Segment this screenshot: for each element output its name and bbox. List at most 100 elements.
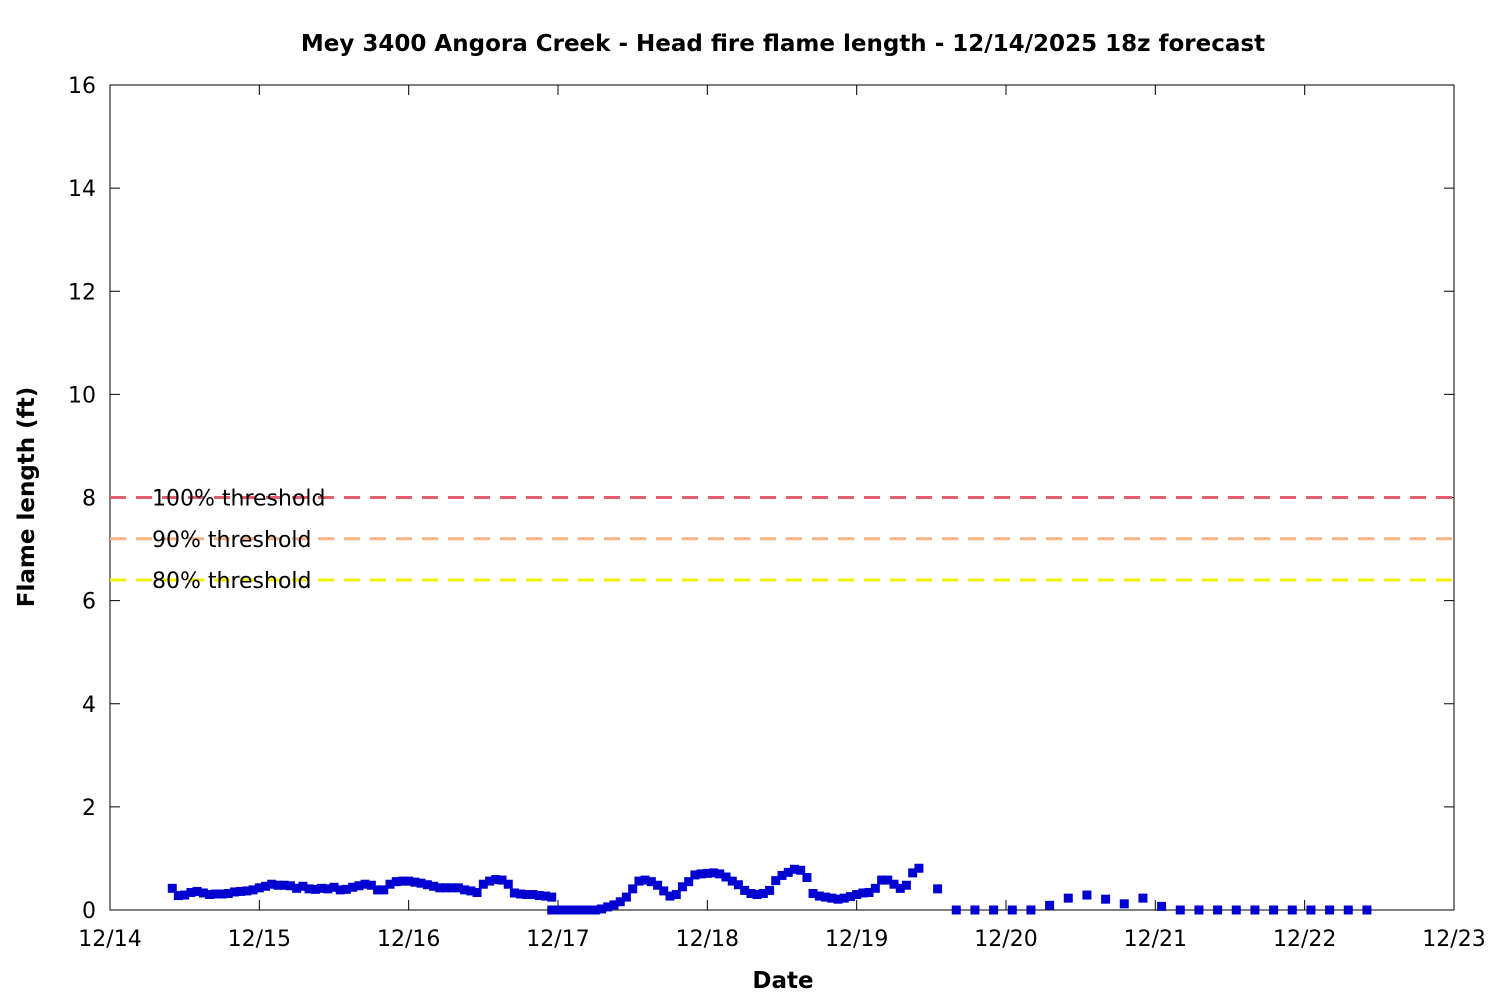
data-point — [702, 868, 712, 878]
data-point — [615, 897, 625, 907]
data-point — [572, 905, 582, 915]
data-point — [808, 889, 818, 898]
data-point — [709, 868, 719, 878]
data-point — [1138, 893, 1148, 903]
data-point — [677, 882, 687, 892]
data-point — [659, 886, 669, 896]
data-point — [1063, 893, 1073, 903]
data-point — [852, 890, 862, 900]
data-point — [329, 882, 339, 892]
data-point — [1343, 905, 1353, 915]
data-point — [802, 873, 812, 883]
data-point — [578, 905, 588, 915]
data-point — [211, 889, 221, 899]
data-point — [914, 863, 924, 873]
data-point — [858, 888, 868, 898]
data-point — [908, 868, 918, 878]
data-point — [696, 869, 706, 879]
data-point — [553, 905, 563, 915]
data-point — [1101, 894, 1111, 904]
data-point — [385, 879, 395, 889]
data-point — [727, 876, 737, 886]
data-point — [1194, 905, 1204, 915]
data-point — [379, 885, 389, 895]
data-point — [205, 890, 215, 900]
data-point — [864, 887, 874, 897]
x-tick-label: 12/19 — [825, 927, 888, 952]
data-point — [441, 883, 451, 893]
data-point — [323, 884, 333, 894]
data-point — [1269, 905, 1279, 915]
data-point — [901, 880, 911, 890]
data-point — [404, 876, 414, 886]
data-point — [173, 891, 183, 901]
data-point — [298, 881, 308, 891]
data-point — [814, 891, 824, 901]
y-tick-label: 2 — [82, 796, 96, 821]
y-tick-label: 6 — [82, 590, 96, 615]
data-point — [1306, 905, 1316, 915]
y-tick-label: 12 — [68, 280, 96, 305]
data-point — [740, 885, 750, 895]
data-point — [304, 884, 314, 894]
x-tick-label: 12/16 — [377, 927, 440, 952]
data-point — [721, 872, 731, 882]
x-tick-label: 12/18 — [676, 927, 739, 952]
data-point — [167, 883, 177, 893]
data-point — [1287, 905, 1297, 915]
data-point — [646, 877, 656, 887]
data-point — [335, 885, 345, 895]
data-point — [640, 875, 650, 885]
threshold-lines: 100% threshold 90% threshold 80% threshold — [110, 487, 1454, 594]
y-tick-label: 8 — [82, 487, 96, 512]
data-point — [597, 904, 607, 914]
data-point — [366, 880, 376, 890]
data-point — [690, 870, 700, 880]
data-point — [397, 876, 407, 886]
data-point — [933, 884, 943, 894]
data-point — [895, 883, 905, 893]
threshold-label: 90% threshold — [152, 528, 312, 553]
y-tick-label: 10 — [68, 383, 96, 408]
data-point — [273, 880, 283, 890]
data-point — [789, 864, 799, 874]
data-point — [746, 889, 756, 898]
axis-ticks: 12/14 12/15 12/16 12/17 12/18 12/19 12/20 12/21… — [68, 74, 1486, 952]
data-point — [845, 892, 855, 902]
data-point — [453, 883, 463, 893]
data-point — [522, 890, 532, 900]
data-point — [416, 878, 426, 888]
data-point — [472, 887, 482, 897]
data-point — [267, 879, 277, 889]
x-tick-label: 12/21 — [1124, 927, 1187, 952]
data-point — [292, 883, 302, 893]
x-tick-label: 12/23 — [1422, 927, 1485, 952]
chart-title: Mey 3400 Angora Creek - Head fire flame … — [301, 31, 1265, 57]
data-point — [1045, 900, 1055, 910]
data-point — [310, 884, 320, 894]
data-point — [653, 880, 663, 890]
data-point — [889, 879, 899, 889]
data-point — [1231, 905, 1241, 915]
data-point — [603, 902, 613, 912]
data-point — [970, 905, 980, 915]
data-point — [634, 876, 644, 886]
data-point — [186, 887, 196, 897]
data-point — [373, 885, 383, 895]
data-point — [584, 905, 594, 915]
data-point — [870, 883, 880, 893]
data-point — [827, 893, 837, 903]
data-point — [951, 905, 961, 915]
data-point — [528, 890, 538, 900]
data-point — [478, 879, 488, 889]
data-point — [466, 886, 476, 896]
data-point — [429, 881, 439, 891]
data-point — [447, 883, 457, 893]
data-point — [180, 890, 190, 900]
data-point — [590, 905, 600, 915]
data-point — [833, 894, 843, 904]
data-point — [229, 887, 239, 897]
data-point — [765, 885, 775, 895]
x-tick-label: 12/17 — [526, 927, 589, 952]
